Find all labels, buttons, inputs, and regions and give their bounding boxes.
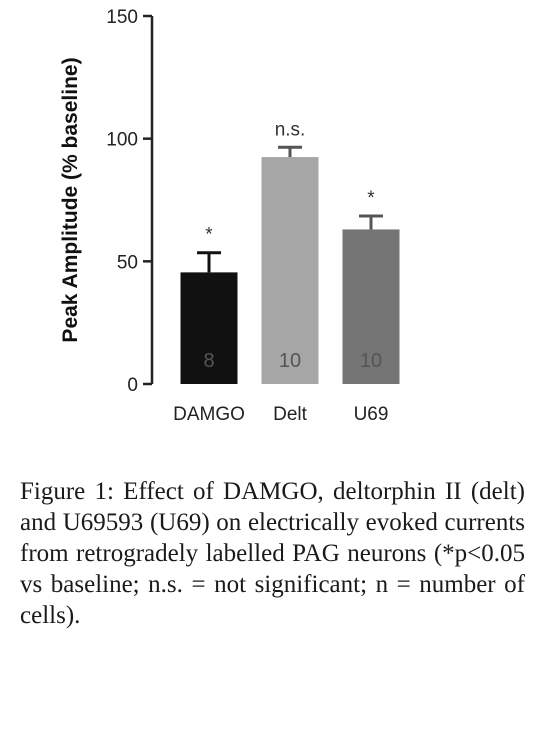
y-tick-label: 50 (117, 252, 138, 273)
n-cells-label: 10 (279, 350, 301, 372)
bar-delt (261, 157, 319, 384)
bars-group: * 8 n.s. 10 * 10 (180, 119, 400, 384)
n-cells-label: 10 (360, 350, 382, 372)
n-cells-label: 8 (203, 350, 214, 372)
significance-label: * (205, 225, 213, 246)
x-ticks-group: DAMGO Delt U69 (173, 404, 388, 425)
y-tick-label: 0 (127, 375, 138, 396)
bar-chart: * 8 n.s. 10 * 10 0 50 100 150 DAMGO Delt U69 Peak … (59, 7, 400, 425)
x-tick-label: U69 (354, 404, 389, 425)
bar-damgo (180, 272, 238, 384)
figure-caption: Figure 1: Effect of DAMGO, deltorphin II… (20, 478, 525, 629)
significance-label: * (367, 188, 375, 209)
y-axis-label: Peak Amplitude (% baseline) (59, 57, 82, 342)
y-tick-label: 150 (106, 7, 138, 28)
y-ticks-group: 0 50 100 150 (106, 7, 152, 396)
x-tick-label: DAMGO (173, 404, 245, 425)
bar-u69 (342, 229, 400, 384)
y-tick-label: 100 (106, 130, 138, 151)
significance-label: n.s. (275, 119, 306, 140)
x-tick-label: Delt (273, 404, 308, 425)
